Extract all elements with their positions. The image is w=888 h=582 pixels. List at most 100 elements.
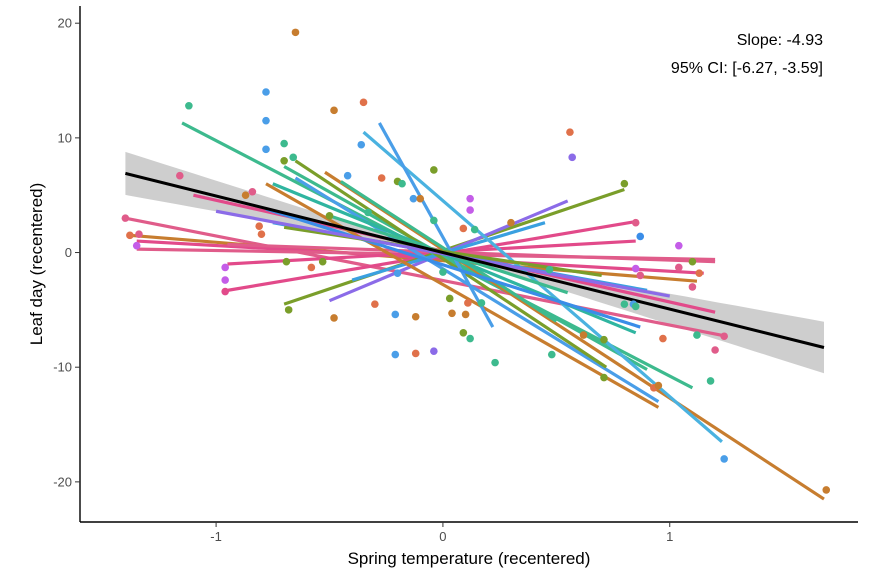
x-tick-label: 0 xyxy=(439,529,446,544)
data-point xyxy=(439,268,447,276)
data-point xyxy=(359,98,368,107)
data-point xyxy=(466,194,474,203)
data-point xyxy=(364,208,372,217)
data-point xyxy=(600,335,608,344)
data-point xyxy=(459,329,468,337)
data-point xyxy=(636,271,645,280)
data-point xyxy=(620,179,629,188)
data-point xyxy=(280,157,288,165)
data-point xyxy=(466,206,474,214)
data-point xyxy=(566,128,574,136)
data-point xyxy=(284,306,293,314)
data-point xyxy=(430,166,438,174)
points-layer xyxy=(121,28,831,494)
data-point xyxy=(176,171,184,180)
data-point xyxy=(221,276,229,284)
ci-annotation: 95% CI: [-6.27, -3.59] xyxy=(671,60,823,77)
slope-annotation: Slope: -4.93 xyxy=(737,32,823,49)
data-point xyxy=(430,216,438,225)
data-point xyxy=(579,331,588,339)
data-point xyxy=(547,350,556,359)
data-point xyxy=(343,171,352,180)
data-point xyxy=(445,294,454,303)
data-point xyxy=(357,140,366,149)
axes-layer xyxy=(79,6,858,523)
data-point xyxy=(391,350,400,359)
group-regression-line xyxy=(265,207,641,329)
data-point xyxy=(654,381,663,390)
data-point xyxy=(706,377,715,385)
y-tick-label: 20 xyxy=(58,16,72,31)
data-point xyxy=(241,191,250,199)
data-point xyxy=(132,241,141,250)
y-tick-label: 0 xyxy=(65,245,72,260)
group-regression-line xyxy=(265,182,660,409)
data-point xyxy=(409,194,418,203)
data-point xyxy=(377,174,386,182)
data-point xyxy=(391,310,400,319)
data-point xyxy=(470,225,479,234)
data-point xyxy=(398,179,406,188)
group-regression-line xyxy=(362,130,723,443)
group-regression-line xyxy=(125,216,727,338)
data-point xyxy=(262,116,270,125)
data-point xyxy=(720,455,728,463)
data-point xyxy=(280,139,288,148)
data-point xyxy=(393,269,402,277)
data-point xyxy=(631,302,640,311)
data-point xyxy=(695,269,704,277)
data-point xyxy=(464,299,472,307)
group-regression-line xyxy=(294,159,608,369)
overall-fit-line xyxy=(125,171,825,349)
data-point xyxy=(688,257,697,266)
y-axis-title: Leaf day (recentered) xyxy=(27,183,46,346)
data-point xyxy=(459,224,468,233)
data-point xyxy=(545,265,554,274)
data-point xyxy=(448,309,456,318)
overall-fit-layer xyxy=(125,171,825,349)
y-tick-label: 10 xyxy=(58,130,72,145)
data-point xyxy=(185,101,193,110)
data-point xyxy=(262,88,270,96)
data-point xyxy=(248,187,257,196)
data-point xyxy=(262,145,270,154)
x-tick-label: -1 xyxy=(210,529,222,544)
data-point xyxy=(330,314,338,322)
group-regression-line xyxy=(378,122,495,328)
data-point xyxy=(675,241,683,250)
data-point xyxy=(255,222,263,230)
data-point xyxy=(330,106,338,115)
data-point xyxy=(430,347,438,355)
data-point xyxy=(675,263,683,272)
data-point xyxy=(289,153,298,162)
data-point xyxy=(318,257,327,266)
data-point xyxy=(325,212,334,220)
y-tick-label: -20 xyxy=(53,474,72,489)
data-point xyxy=(411,349,420,358)
x-axis-title: Spring temperature (recentered) xyxy=(348,549,591,568)
data-point xyxy=(631,264,640,273)
data-point xyxy=(282,257,291,266)
data-point xyxy=(371,300,379,308)
group-regression-line xyxy=(294,176,660,403)
data-point xyxy=(711,346,719,354)
data-point xyxy=(126,231,134,240)
data-point xyxy=(466,334,474,343)
data-point xyxy=(307,263,316,272)
data-point xyxy=(822,486,831,494)
data-point xyxy=(600,373,608,382)
data-point xyxy=(477,299,486,307)
data-point xyxy=(416,194,425,203)
data-point xyxy=(221,287,229,296)
data-point xyxy=(620,300,629,308)
data-point xyxy=(411,312,420,321)
x-tick-label: 1 xyxy=(666,529,673,544)
data-point xyxy=(135,230,143,238)
data-point xyxy=(491,358,499,367)
data-point xyxy=(693,331,701,339)
y-tick-label: -10 xyxy=(53,360,72,375)
data-point xyxy=(507,218,515,227)
data-point xyxy=(636,232,645,241)
data-point xyxy=(631,218,640,227)
